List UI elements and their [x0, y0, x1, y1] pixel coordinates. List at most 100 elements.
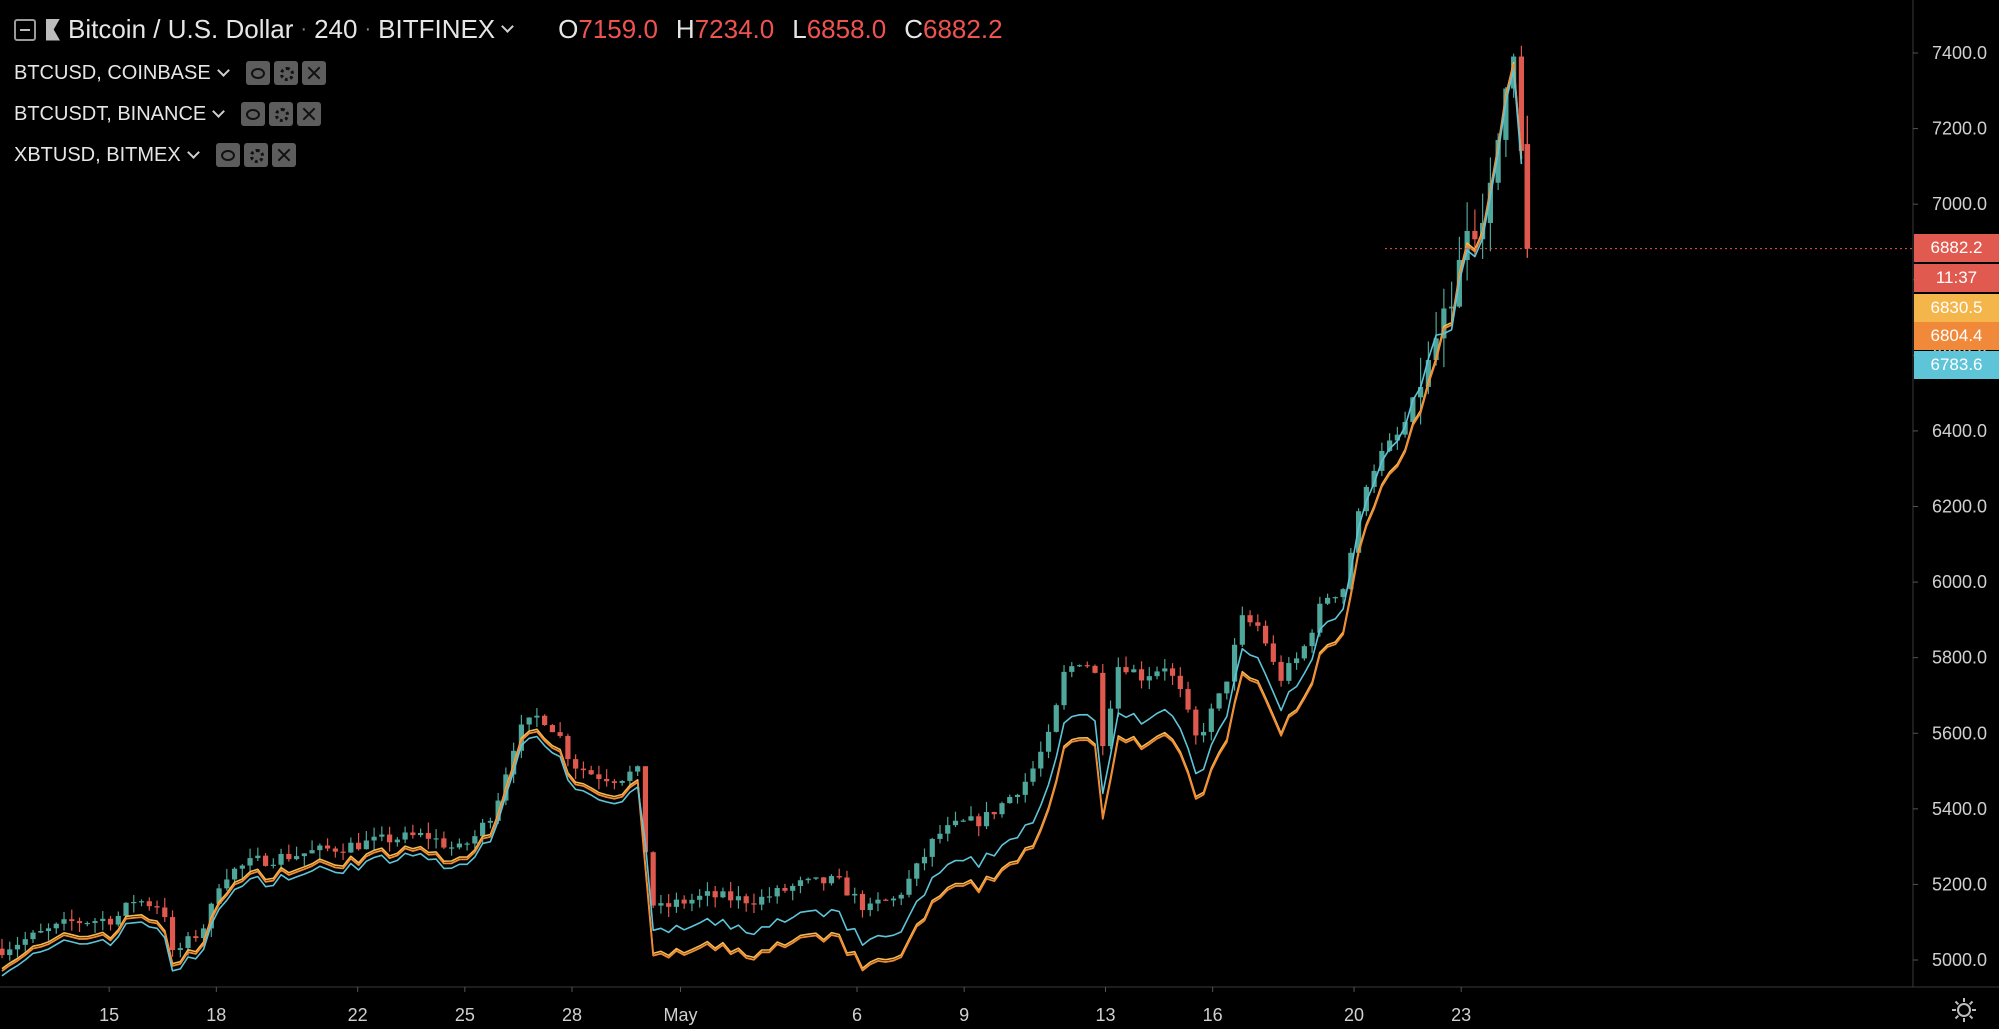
ohlc-values: O7159.0 H7234.0 L6858.0 C6882.2	[558, 14, 1002, 45]
candle-body	[1495, 139, 1501, 183]
candle-body	[549, 725, 555, 733]
close-icon[interactable]	[271, 143, 296, 167]
candle-body	[410, 832, 416, 836]
candle-body	[565, 735, 571, 760]
y-tick-label: 5600.0	[1932, 723, 1987, 743]
candle-body	[580, 768, 586, 771]
flag-icon	[46, 18, 60, 41]
overlay-row-bitmex[interactable]: XBTUSD, BITMEX	[14, 143, 296, 167]
candle-body	[1402, 421, 1408, 435]
candle-body	[270, 864, 276, 866]
bitmex-line	[1, 69, 1523, 977]
candle-body	[720, 891, 726, 898]
candle-body	[658, 903, 664, 906]
overlay-label[interactable]: XBTUSD, BITMEX	[14, 143, 181, 166]
gear-icon[interactable]	[269, 102, 294, 126]
candle-body	[418, 832, 424, 836]
candle-body	[123, 902, 129, 916]
candle-body	[22, 939, 28, 945]
collapse-legend-icon[interactable]	[14, 18, 36, 41]
overlay-label[interactable]: BTCUSDT, BINANCE	[14, 102, 207, 125]
candle-body	[898, 894, 904, 899]
candle-body	[728, 891, 734, 901]
candle-body	[456, 843, 462, 848]
candle-body	[1061, 671, 1067, 706]
exchange-label[interactable]: BITFINEX	[378, 14, 496, 44]
candle-body	[355, 842, 362, 850]
candle-body	[1014, 794, 1021, 797]
main-symbol-row: Bitcoin / U.S. Dollar · 240 · BITFINEX O…	[14, 14, 1003, 45]
low-label: L	[792, 14, 807, 44]
x-tick-label: 25	[455, 1005, 475, 1025]
x-tick-label: 23	[1451, 1005, 1471, 1025]
candle-body	[1317, 603, 1323, 633]
high-value: 7234.0	[694, 14, 775, 44]
candle-body	[689, 899, 695, 904]
interval-label[interactable]: 240	[314, 14, 358, 44]
candle-body	[1524, 144, 1531, 249]
candle-body	[906, 878, 912, 895]
candle-body	[1045, 731, 1052, 752]
candle-body	[642, 766, 649, 853]
candle-body	[340, 851, 346, 853]
candle-body	[604, 778, 610, 782]
candle-body	[1410, 397, 1416, 422]
candle-body	[185, 936, 191, 949]
eye-icon[interactable]	[215, 143, 240, 167]
x-tick-label: 9	[959, 1005, 969, 1025]
close-icon[interactable]	[297, 102, 322, 126]
candle-body	[286, 853, 292, 860]
close-icon[interactable]	[301, 61, 326, 85]
gear-icon[interactable]	[243, 143, 268, 167]
candle-body	[999, 803, 1005, 815]
binance-price-tag: 6804.4	[1914, 322, 1999, 350]
candle-body	[76, 921, 83, 924]
chevron-down-icon[interactable]	[212, 104, 226, 118]
gear-icon[interactable]	[273, 61, 298, 85]
candle-body	[1363, 486, 1369, 512]
candle-body	[673, 899, 680, 907]
candle-body	[293, 856, 300, 860]
candle-body	[852, 893, 858, 896]
candle-body	[1053, 705, 1059, 732]
candle-body	[472, 836, 478, 844]
symbol-name[interactable]: Bitcoin / U.S. Dollar	[68, 14, 294, 44]
candle-body	[262, 855, 269, 866]
candle-body	[1131, 669, 1137, 673]
candle-body	[611, 781, 618, 783]
candle-body	[952, 820, 959, 826]
candle-body	[14, 944, 21, 950]
x-tick-label: 20	[1344, 1005, 1364, 1025]
candle-body	[1076, 665, 1083, 667]
candle-body	[1177, 675, 1183, 690]
candle-body	[61, 919, 67, 924]
overlay-row-binance[interactable]: BTCUSDT, BINANCE	[14, 102, 322, 126]
eye-icon[interactable]	[241, 102, 266, 126]
candle-body	[1449, 306, 1455, 309]
candle-body	[309, 850, 315, 854]
candle-body	[1247, 615, 1253, 623]
chevron-down-icon[interactable]	[186, 145, 200, 159]
candle-body	[1123, 667, 1129, 673]
candle-body	[433, 838, 439, 840]
candle-body	[332, 848, 338, 852]
chevron-down-icon[interactable]	[216, 63, 230, 77]
candle-body	[1472, 230, 1478, 240]
candle-body	[1309, 632, 1315, 647]
candle-body	[1433, 338, 1439, 361]
candle-body	[921, 856, 928, 864]
overlay-row-coinbase[interactable]: BTCUSD, COINBASE	[14, 61, 326, 85]
candle-body	[867, 903, 873, 911]
candle-body	[573, 759, 579, 769]
candle-body	[1038, 751, 1044, 769]
eye-icon[interactable]	[245, 61, 270, 85]
settings-gear-icon[interactable]	[1951, 997, 1977, 1023]
overlay-label[interactable]: BTCUSD, COINBASE	[14, 61, 211, 84]
candle-body	[790, 885, 796, 891]
candle-body	[697, 895, 703, 900]
candle-body	[53, 923, 59, 929]
candle-body	[1332, 597, 1338, 599]
chevron-down-icon[interactable]	[501, 20, 515, 33]
candle-body	[487, 820, 493, 823]
